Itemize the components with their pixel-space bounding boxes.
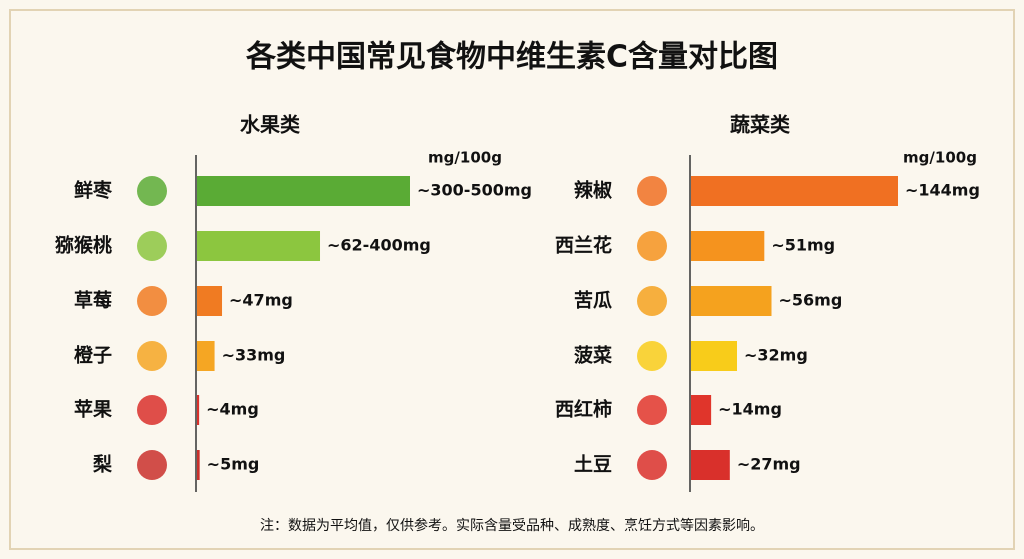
category-label: 西红柿 <box>555 398 612 421</box>
bar <box>197 176 410 206</box>
category-label: 苦瓜 <box>574 289 612 312</box>
bar <box>197 341 215 371</box>
food-icon <box>137 231 167 261</box>
title: 各类中国常见食物中维生素C含量对比图 <box>245 40 778 75</box>
food-icon <box>637 286 667 316</box>
bar <box>197 450 200 480</box>
value-label: ~300-500mg <box>417 181 532 200</box>
value-label: ~14mg <box>718 400 782 419</box>
bar <box>691 231 765 261</box>
bar <box>197 395 200 425</box>
category-label: 西兰花 <box>555 234 612 257</box>
category-label: 草莓 <box>74 289 112 312</box>
bar <box>691 286 772 316</box>
value-label: ~144mg <box>905 181 980 200</box>
value-label: ~47mg <box>229 291 293 310</box>
food-icon <box>637 450 667 480</box>
bar <box>691 395 712 425</box>
category-label: 猕猴桃 <box>55 234 112 257</box>
chart-subtitle: 蔬菜类 <box>730 113 790 137</box>
value-label: ~62-400mg <box>327 236 431 255</box>
bar <box>197 231 321 261</box>
food-icon <box>137 395 167 425</box>
bar <box>691 341 737 371</box>
food-icon <box>137 176 167 206</box>
frame <box>9 9 1015 550</box>
chart-subtitle: 水果类 <box>240 113 300 137</box>
bar <box>691 450 730 480</box>
value-label: ~51mg <box>771 236 835 255</box>
food-icon <box>137 286 167 316</box>
food-icon <box>637 176 667 206</box>
unit-label: mg/100g <box>903 149 977 167</box>
value-label: ~56mg <box>779 291 843 310</box>
bar <box>197 286 223 316</box>
food-icon <box>637 395 667 425</box>
note: 注：数据为平均值，仅供参考。实际含量受品种、成熟度、烹饪方式等因素影响。 <box>260 517 764 534</box>
charts: 水果类 mg/100g 鲜枣 ~300-500mg 猕猴桃 ~62-400mg 草莓 ~47m… <box>55 113 980 492</box>
food-icon <box>637 341 667 371</box>
category-label: 梨 <box>92 453 113 476</box>
category-label: 苹果 <box>74 398 112 421</box>
category-label: 鲜枣 <box>74 179 113 202</box>
category-label: 橙子 <box>74 344 112 367</box>
food-icon <box>137 341 167 371</box>
value-label: ~33mg <box>222 346 286 365</box>
food-icon <box>137 450 167 480</box>
bar <box>691 176 898 206</box>
category-label: 菠菜 <box>574 344 612 367</box>
category-label: 土豆 <box>574 454 612 476</box>
value-label: ~4mg <box>206 400 259 419</box>
value-label: ~27mg <box>737 455 801 474</box>
unit-label: mg/100g <box>428 149 502 167</box>
food-icon <box>637 231 667 261</box>
value-label: ~32mg <box>744 346 808 365</box>
value-label: ~5mg <box>207 455 260 474</box>
category-label: 辣椒 <box>574 179 612 202</box>
